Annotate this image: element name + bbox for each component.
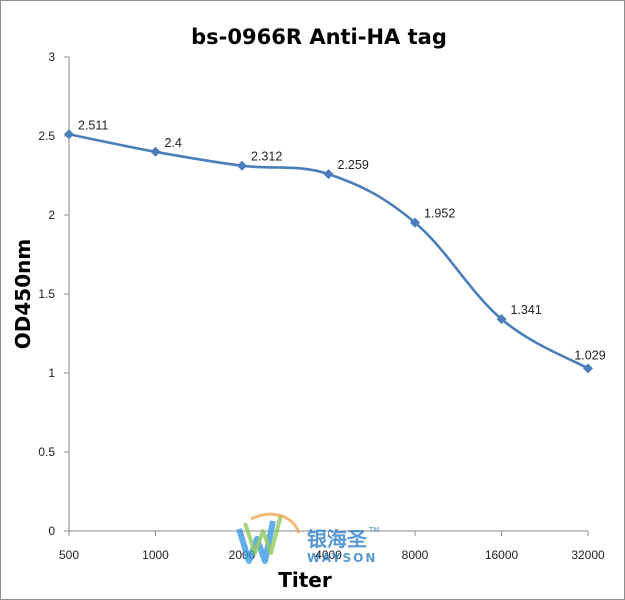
data-label: 2.259 bbox=[338, 158, 369, 172]
y-tick-label: 2.5 bbox=[38, 129, 55, 143]
watermark-logo: 银海圣 WAYSON TM bbox=[236, 512, 379, 565]
y-tick-label: 0.5 bbox=[38, 445, 55, 459]
y-tick-label: 0 bbox=[48, 524, 55, 538]
data-label: 2.4 bbox=[165, 136, 182, 150]
data-label: 2.511 bbox=[78, 118, 108, 132]
y-tick-label: 1.5 bbox=[38, 287, 55, 301]
data-label: 1.029 bbox=[574, 348, 605, 362]
data-point-marker bbox=[496, 314, 507, 325]
data-label: 1.952 bbox=[424, 207, 455, 221]
data-point-marker bbox=[410, 217, 420, 228]
x-tick-label: 4000 bbox=[315, 548, 342, 562]
x-tick-label: 1000 bbox=[142, 548, 169, 562]
y-tick-label: 2 bbox=[48, 208, 55, 222]
watermark-brand-en: WAYSON bbox=[307, 551, 377, 565]
watermark-trademark: TM bbox=[368, 526, 379, 534]
watermark-brand-cn: 银海圣 bbox=[307, 527, 368, 551]
data-point-marker bbox=[583, 363, 593, 374]
x-tick-label: 32000 bbox=[571, 548, 605, 562]
y-axis-title: OD450nm bbox=[11, 239, 35, 349]
x-tick-label: 8000 bbox=[402, 548, 429, 562]
y-tick-label: 3 bbox=[48, 50, 55, 64]
chart-title: bs-0966R Anti-HA tag bbox=[191, 25, 447, 49]
data-point-marker bbox=[237, 160, 247, 171]
data-label: 1.341 bbox=[511, 303, 542, 317]
data-point-marker bbox=[150, 146, 161, 157]
data-label: 2.312 bbox=[251, 150, 282, 164]
x-axis-title: Titer bbox=[278, 568, 332, 592]
data-point-marker bbox=[323, 169, 334, 180]
x-tick-label: 16000 bbox=[485, 548, 519, 562]
data-point-marker bbox=[64, 129, 74, 140]
y-tick-label: 1 bbox=[48, 366, 55, 380]
x-tick-label: 500 bbox=[59, 548, 79, 562]
